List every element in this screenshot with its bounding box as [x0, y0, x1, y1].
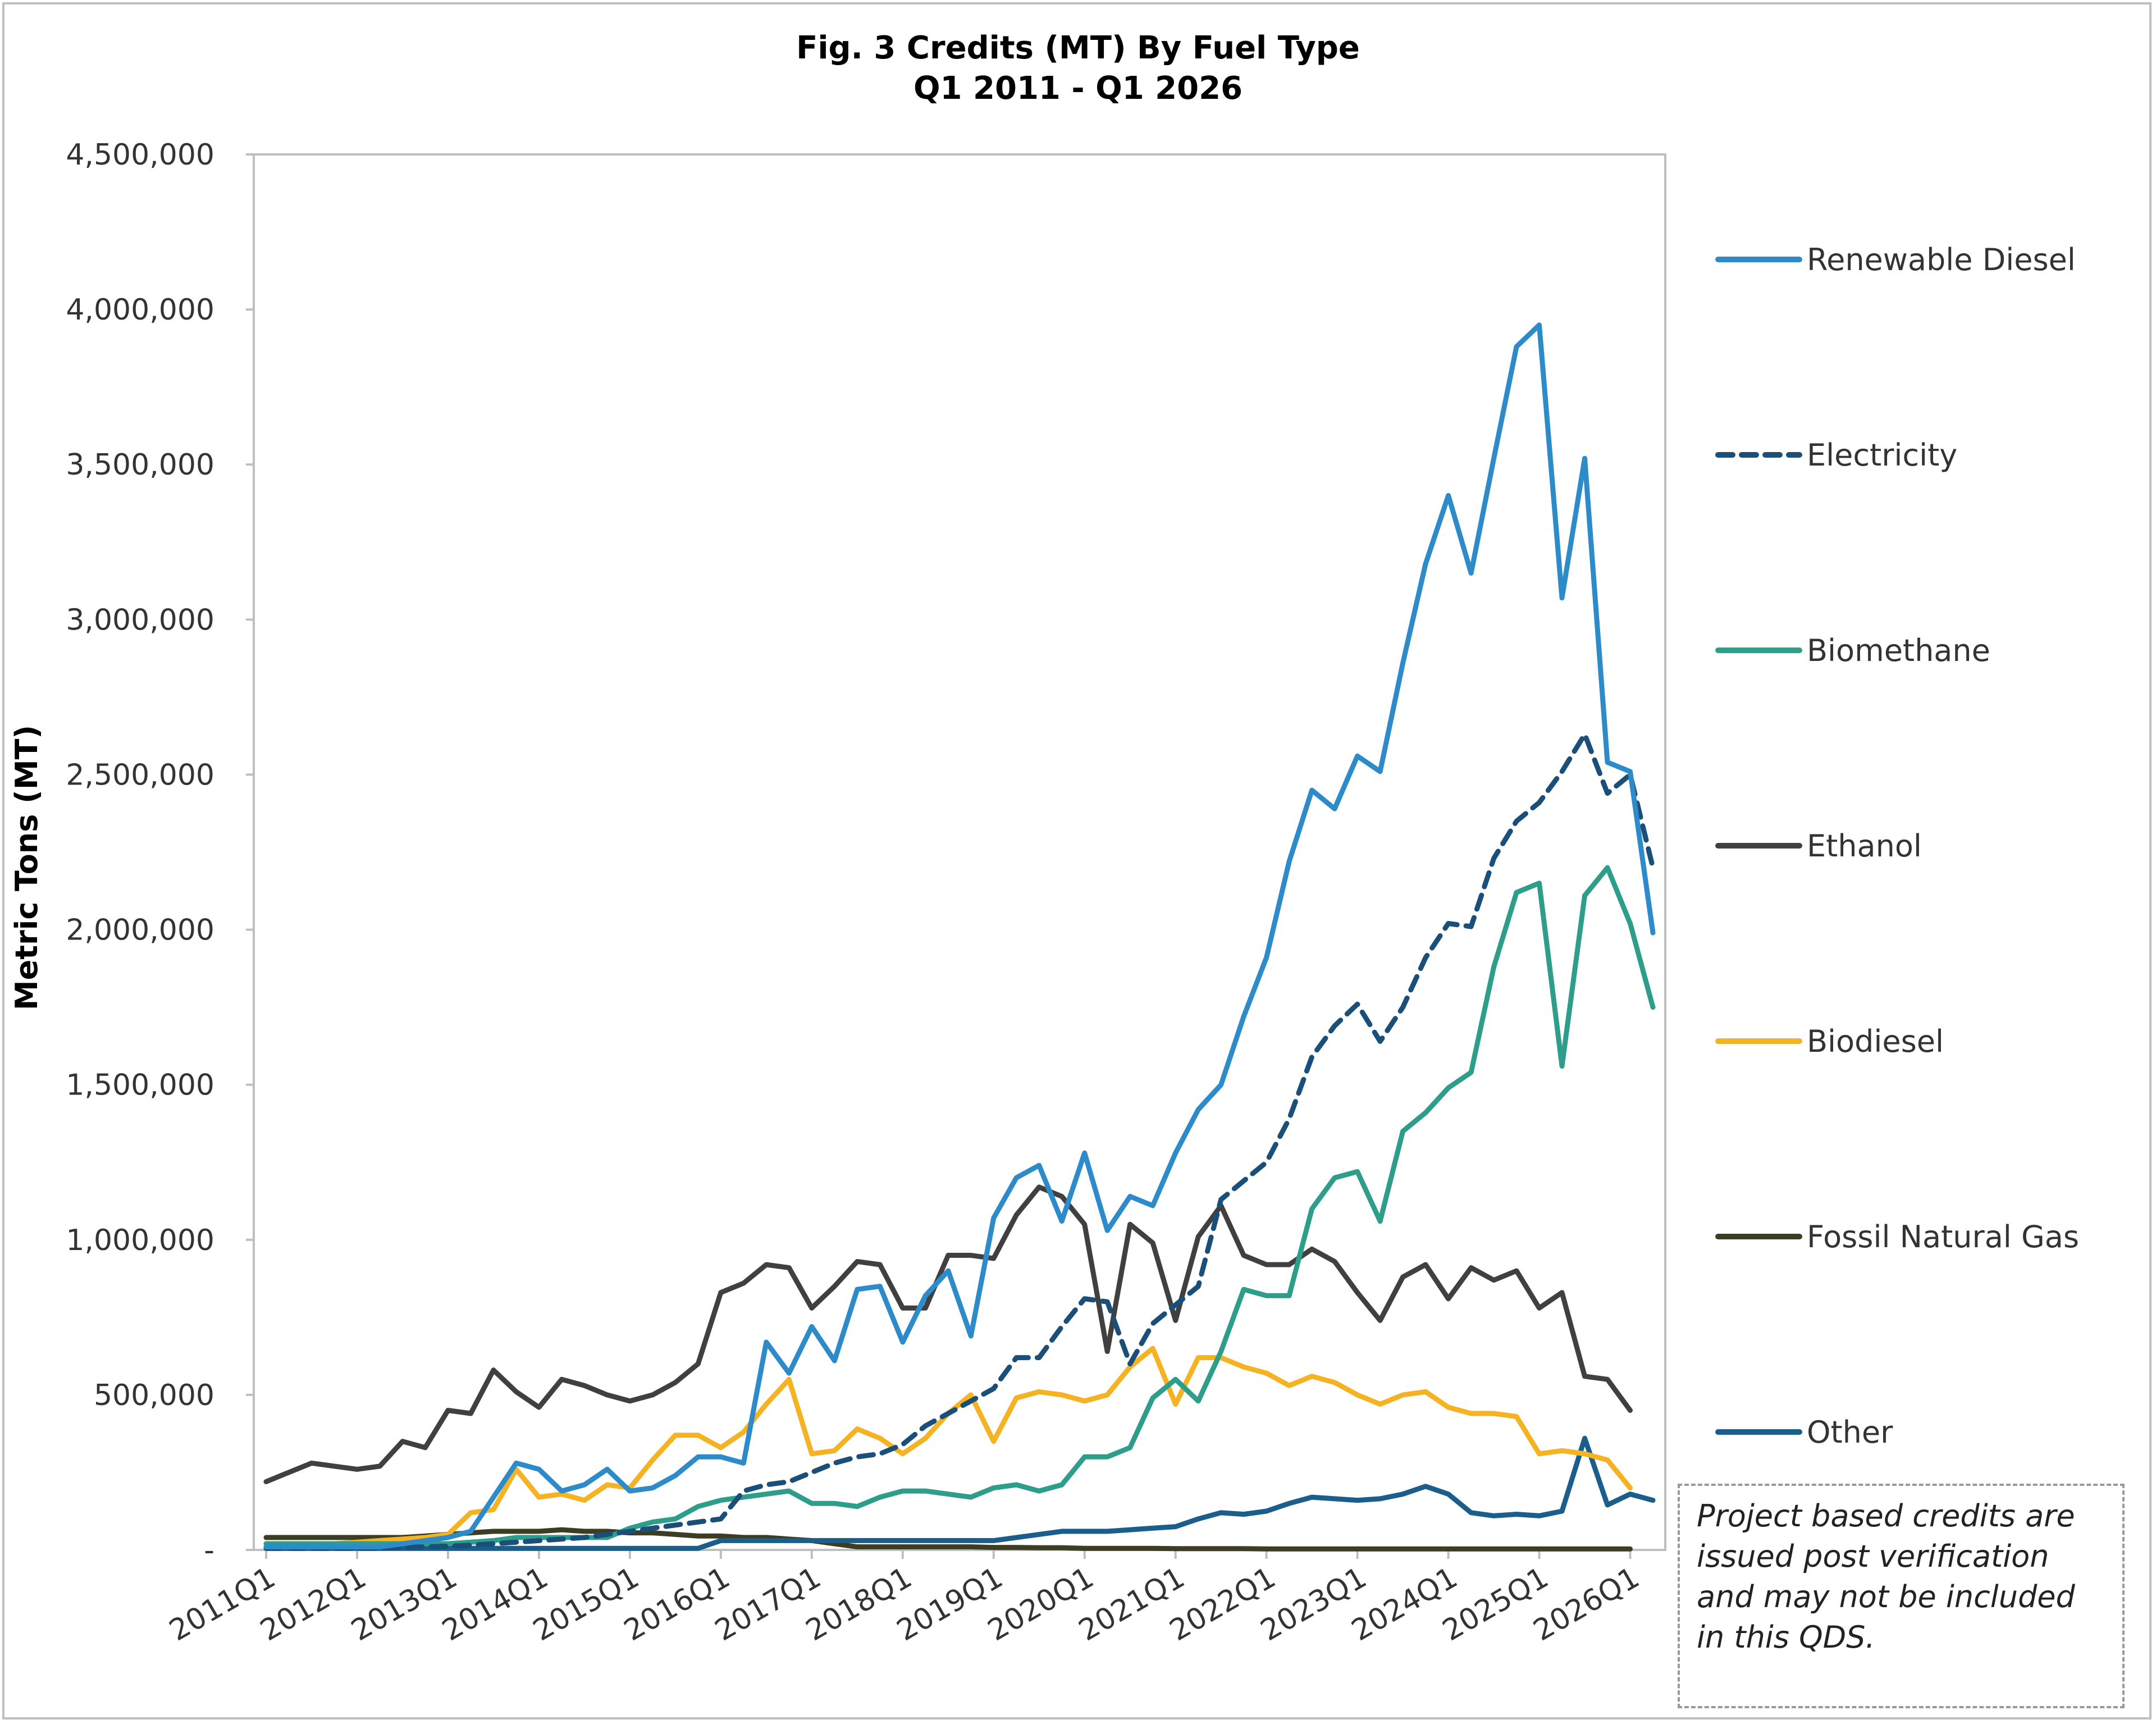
y-tick-label: 500,000	[94, 1379, 214, 1412]
series-line-fossil-natural-gas	[263, 1527, 1633, 1552]
chart-subtitle: Q1 2011 - Q1 2026	[913, 70, 1243, 107]
legend-label: Biodiesel	[1807, 1024, 1944, 1059]
y-tick-label: 4,000,000	[66, 293, 214, 327]
series-line-biomethane	[263, 865, 1656, 1547]
footnote-text: Project based credits are issued post ve…	[1697, 1498, 2075, 1655]
plot-area	[253, 153, 1666, 1551]
y-axis-label: Metric Tons (MT)	[9, 725, 44, 1010]
y-tick-label: 2,500,000	[66, 758, 214, 792]
y-tick-label: 4,500,000	[66, 138, 214, 172]
series-line-ethanol	[263, 1184, 1633, 1484]
legend-label: Ethanol	[1807, 828, 1922, 864]
legend-label: Fossil Natural Gas	[1807, 1219, 2079, 1255]
y-tick-label: 3,500,000	[66, 448, 214, 482]
legend-label: Other	[1807, 1415, 1893, 1450]
legend-label: Biomethane	[1807, 633, 1990, 668]
series-line-biodiesel	[263, 1346, 1633, 1547]
y-tick-label: 1,500,000	[66, 1069, 214, 1102]
x-tick-label: 2026Q1	[1528, 1561, 1645, 1648]
series-line-electricity	[263, 732, 1656, 1551]
legend-label: Renewable Diesel	[1807, 242, 2076, 277]
series-line-renewable-diesel	[263, 322, 1656, 1549]
series-line-other	[263, 1435, 1656, 1551]
y-tick-label: -	[204, 1534, 214, 1567]
y-tick-label: 2,000,000	[66, 914, 214, 947]
chart-title: Fig. 3 Credits (MT) By Fuel Type	[796, 30, 1360, 66]
legend-label: Electricity	[1807, 437, 1957, 473]
y-tick-label: 3,000,000	[66, 603, 214, 637]
y-tick-label: 1,000,000	[66, 1224, 214, 1257]
footnote-box: Project based credits are issued post ve…	[1678, 1484, 2125, 1708]
